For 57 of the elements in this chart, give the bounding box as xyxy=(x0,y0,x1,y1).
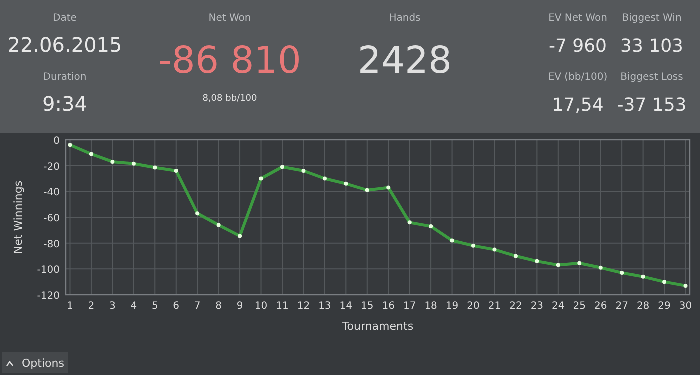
y-tick-label: -120 xyxy=(37,291,60,302)
x-tick-label: 17 xyxy=(403,301,416,312)
x-tick-label: 7 xyxy=(194,301,201,312)
text: Biggest Win xyxy=(622,13,682,24)
text: 8,08 bb/100 xyxy=(202,94,258,104)
text: Date xyxy=(53,13,77,24)
y-tick-label: -80 xyxy=(44,239,60,250)
x-tick-label: 29 xyxy=(658,301,671,312)
text: 33 103 xyxy=(620,36,684,57)
x-tick-label: 15 xyxy=(361,301,374,312)
x-tick-label: 14 xyxy=(340,301,353,312)
x-tick-label: 5 xyxy=(152,301,158,312)
x-tick-label: 4 xyxy=(130,301,138,312)
text: EV (bb/100) xyxy=(548,72,608,83)
text: EV Net Won xyxy=(548,13,608,24)
text: 9:34 xyxy=(42,92,88,116)
y-tick-label: 0 xyxy=(54,136,60,147)
text: Hands xyxy=(389,13,421,24)
x-tick-label: 2 xyxy=(88,301,95,312)
x-tick-label: 6 xyxy=(173,301,180,312)
x-tick-label: 21 xyxy=(488,301,502,312)
x-tick-label: 16 xyxy=(382,301,395,312)
text: -7 960 xyxy=(548,36,608,57)
text: 22.06.2015 xyxy=(8,33,122,57)
x-tick-label: 18 xyxy=(424,301,438,312)
x-tick-label: 8 xyxy=(216,301,222,312)
y-tick-label: -20 xyxy=(44,162,60,173)
x-tick-label: 1 xyxy=(67,301,74,312)
text: 2428 xyxy=(358,39,452,82)
x-tick-label: 25 xyxy=(573,301,586,312)
x-tick-label: 10 xyxy=(254,301,268,312)
text: Biggest Loss xyxy=(620,72,684,83)
y-tick-label: -60 xyxy=(44,214,60,224)
x-tick-label: 20 xyxy=(467,301,480,312)
y-tick-label: -100 xyxy=(37,265,60,276)
text: -86 810 xyxy=(158,39,302,82)
x-tick-label: 3 xyxy=(110,301,116,312)
x-tick-label: 22 xyxy=(510,301,522,312)
y-axis-title: Net Winnings xyxy=(12,180,25,254)
y-tick-label: -40 xyxy=(44,188,60,199)
text: Duration xyxy=(43,72,87,83)
x-axis-title: Tournaments xyxy=(341,320,414,333)
text: 17,54 xyxy=(552,95,604,116)
x-tick-label: 28 xyxy=(636,301,650,312)
x-tick-label: 9 xyxy=(236,301,244,312)
x-tick-label: 30 xyxy=(679,301,692,312)
x-tick-label: 19 xyxy=(446,301,459,312)
x-tick-label: 13 xyxy=(318,301,332,312)
text: -37 153 xyxy=(617,95,687,116)
x-tick-label: 26 xyxy=(594,301,608,312)
x-tick-label: 11 xyxy=(276,301,289,312)
text: Options xyxy=(22,357,65,370)
x-tick-label: 12 xyxy=(297,301,310,312)
text: Net Won xyxy=(208,13,252,24)
x-tick-label: 27 xyxy=(616,301,628,312)
x-tick-label: 24 xyxy=(552,301,565,312)
x-tick-label: 23 xyxy=(530,301,544,312)
